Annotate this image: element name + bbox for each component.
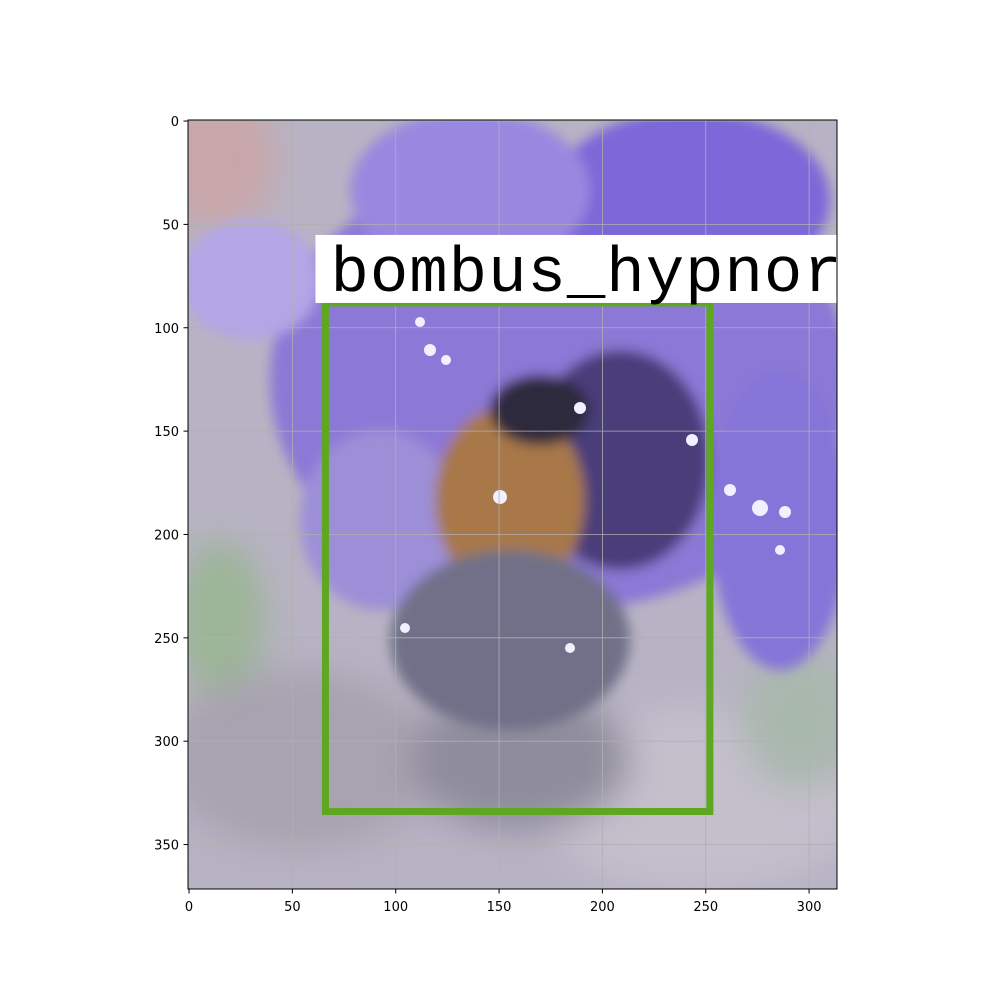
ticks: 0 50 100 150 200 250 300 0 50 100 150 200 250 300 350: [154, 115, 821, 915]
y-tick-label: 250: [154, 632, 179, 647]
box-label: bombus_hypnor: [330, 239, 842, 311]
x-tick-label: 150: [487, 900, 512, 915]
x-tick-label: 100: [383, 900, 408, 915]
y-tick-label: 150: [154, 425, 179, 440]
x-tick-label: 250: [693, 900, 718, 915]
y-tick-label: 300: [154, 735, 179, 750]
detection: bombus_hypnor: [315, 234, 842, 815]
axes-frame: [187, 119, 838, 890]
x-tick-label: 0: [185, 900, 193, 915]
y-tick-label: 350: [154, 839, 179, 854]
y-tick-label: 100: [154, 322, 179, 337]
x-tick-label: 200: [590, 900, 615, 915]
x-tick-label: 50: [284, 900, 301, 915]
y-tick-label: 200: [154, 528, 179, 543]
label-background: [315, 234, 837, 303]
y-tick-label: 0: [171, 115, 179, 130]
photo: [188, 120, 837, 889]
y-tick-label: 50: [162, 218, 179, 233]
x-tick-label: 300: [797, 900, 822, 915]
